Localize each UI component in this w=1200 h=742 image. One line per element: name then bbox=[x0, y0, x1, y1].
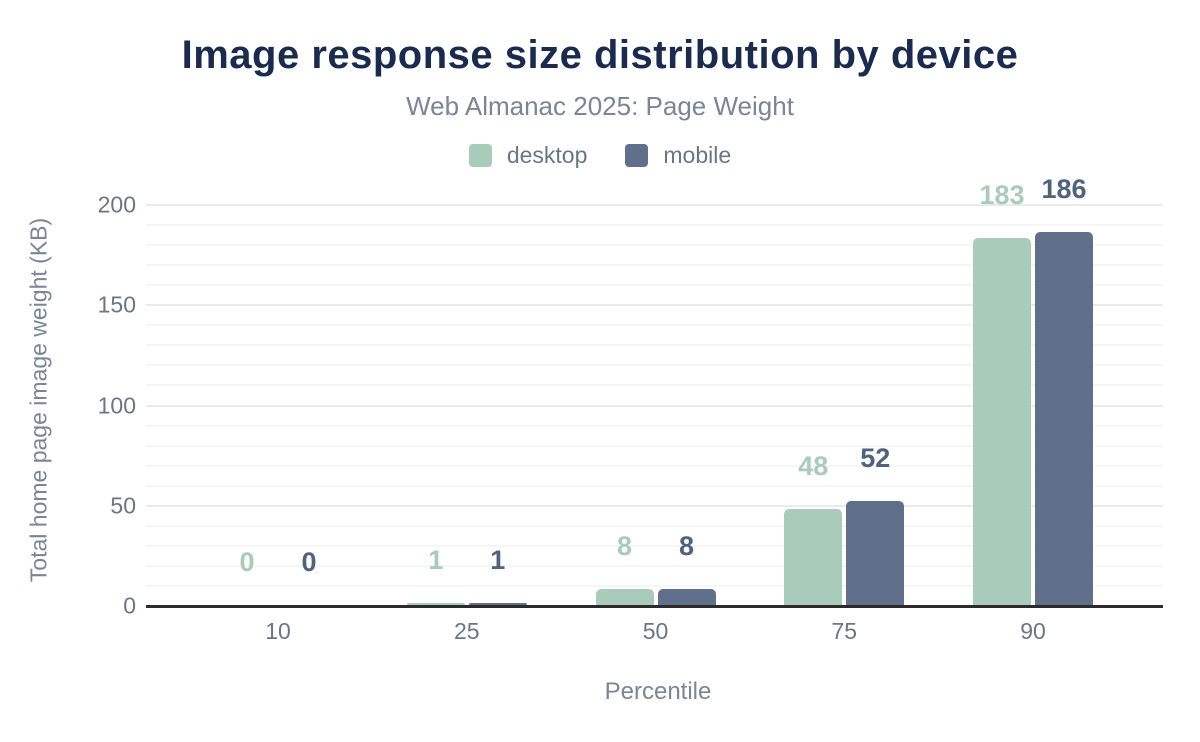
legend-swatch-mobile bbox=[625, 144, 649, 167]
gridline-40 bbox=[146, 525, 1163, 527]
gridline-100 bbox=[146, 405, 1163, 407]
y-tick-label-200: 200 bbox=[97, 191, 136, 218]
gridline-110 bbox=[146, 384, 1163, 386]
value-label-mobile-p50: 8 bbox=[678, 531, 695, 561]
bar-desktop-p75[interactable] bbox=[784, 509, 843, 607]
chart-title: Image response size distribution by devi… bbox=[181, 33, 1019, 77]
y-tick-label-50: 50 bbox=[110, 492, 136, 519]
bar-mobile-p75[interactable] bbox=[846, 501, 905, 607]
gridline-70 bbox=[146, 465, 1163, 467]
gridline-200 bbox=[146, 204, 1163, 206]
gridline-80 bbox=[146, 445, 1163, 447]
gridline-140 bbox=[146, 324, 1163, 326]
x-tick-label-90: 90 bbox=[1020, 618, 1046, 644]
bar-desktop-p90[interactable] bbox=[973, 238, 1031, 607]
gridline-130 bbox=[146, 344, 1163, 346]
legend-item-desktop: desktop bbox=[468, 142, 588, 169]
y-tick-label-100: 100 bbox=[97, 392, 136, 418]
gridline-120 bbox=[146, 364, 1163, 366]
value-label-mobile-p25: 1 bbox=[490, 545, 506, 575]
gridline-160 bbox=[146, 284, 1163, 286]
bar-mobile-p50[interactable] bbox=[657, 589, 716, 607]
legend-label: mobile bbox=[663, 142, 732, 168]
bar-mobile-p90[interactable] bbox=[1035, 232, 1093, 607]
x-tick-label-75: 75 bbox=[831, 618, 858, 644]
y-tick-label-150: 150 bbox=[97, 291, 136, 318]
legend-item-mobile: mobile bbox=[625, 142, 731, 169]
gridline-90 bbox=[146, 425, 1163, 427]
bar-desktop-p50[interactable] bbox=[595, 589, 654, 607]
gridline-60 bbox=[146, 485, 1163, 487]
y-axis-title: Total home page image weight (KB) bbox=[25, 217, 52, 583]
value-label-desktop-p10: 0 bbox=[239, 547, 255, 577]
gridline-170 bbox=[146, 264, 1163, 266]
gridline-180 bbox=[146, 244, 1163, 246]
value-label-mobile-p90: 186 bbox=[1041, 174, 1087, 204]
value-label-desktop-p50: 8 bbox=[616, 531, 633, 561]
gridline-30 bbox=[146, 545, 1163, 547]
x-tick-label-25: 25 bbox=[453, 618, 480, 644]
y-tick-label-0: 0 bbox=[123, 592, 136, 619]
gridline-50 bbox=[146, 505, 1163, 507]
value-label-desktop-p25: 1 bbox=[428, 545, 444, 575]
value-label-mobile-p10: 0 bbox=[301, 547, 317, 577]
gridline-150 bbox=[146, 304, 1163, 306]
chart-subtitle: Web Almanac 2025: Page Weight bbox=[406, 91, 794, 121]
legend-label: desktop bbox=[506, 142, 588, 168]
gridline-10 bbox=[146, 585, 1163, 587]
x-axis-title: Percentile bbox=[604, 678, 712, 705]
value-label-desktop-p75: 48 bbox=[798, 451, 829, 481]
value-label-mobile-p75: 52 bbox=[860, 443, 891, 473]
x-tick-label-50: 50 bbox=[642, 618, 669, 644]
legend: desktop mobile bbox=[0, 142, 1200, 169]
x-tick-label-10: 10 bbox=[265, 618, 291, 644]
value-label-desktop-p90: 183 bbox=[979, 180, 1025, 210]
x-axis-line bbox=[146, 605, 1163, 608]
legend-swatch-desktop bbox=[468, 144, 492, 167]
gridline-20 bbox=[146, 565, 1163, 567]
gridline-190 bbox=[146, 224, 1163, 226]
